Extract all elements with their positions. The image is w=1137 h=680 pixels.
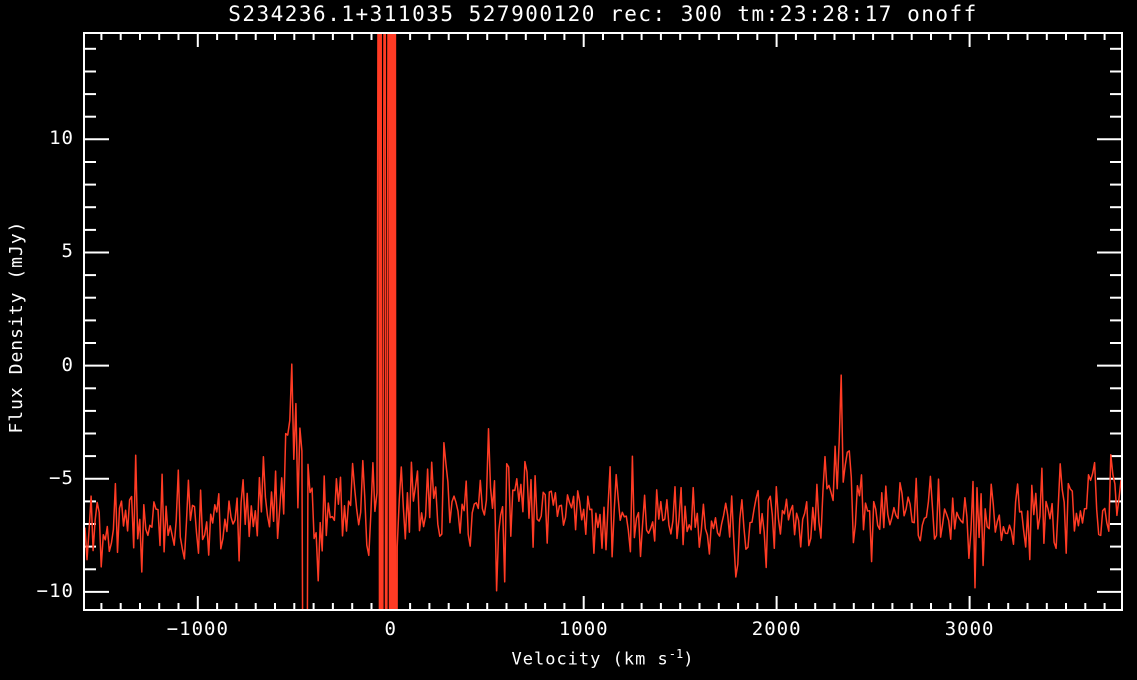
x-tick-label: −1000 bbox=[166, 618, 229, 640]
y-tick-label: −10 bbox=[36, 579, 74, 602]
x-tick-label: 2000 bbox=[751, 618, 802, 640]
x-axis-label-text: Velocity (km s bbox=[511, 649, 669, 670]
spectrum-trace bbox=[85, 34, 1121, 609]
x-axis-label: Velocity (km s-1) bbox=[84, 647, 1122, 670]
y-tick-label: 5 bbox=[61, 240, 74, 263]
x-tick-label: 3000 bbox=[944, 618, 995, 640]
x-tick-label: 0 bbox=[384, 618, 397, 640]
x-axis-label-close: ) bbox=[683, 649, 695, 670]
y-tick-label: 10 bbox=[49, 127, 74, 150]
x-tick-label: 1000 bbox=[558, 618, 609, 640]
y-tick-label: 0 bbox=[61, 353, 74, 376]
x-axis-label-superscript: -1 bbox=[668, 647, 684, 661]
y-tick-label: −5 bbox=[49, 466, 74, 489]
chart-title: S234236.1+311035 527900120 rec: 300 tm:2… bbox=[228, 2, 978, 26]
